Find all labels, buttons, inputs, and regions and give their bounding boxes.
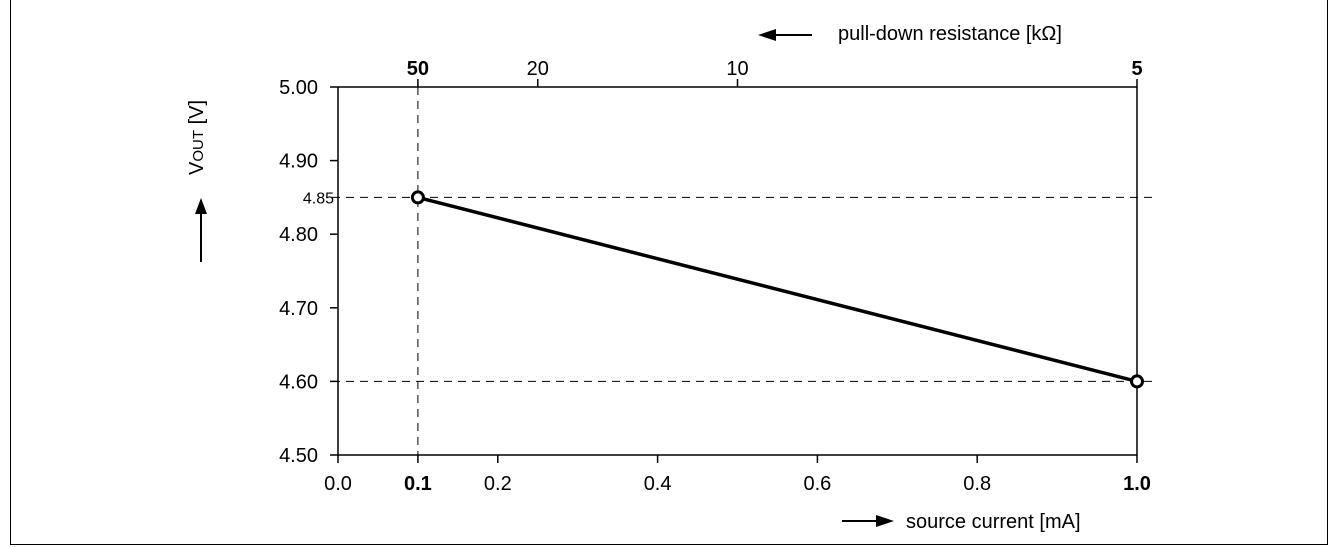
data-point	[1130, 374, 1144, 389]
y-axis-arrow	[195, 198, 207, 262]
y-axis-title: VOUT [V]	[186, 100, 208, 175]
chart-frame	[10, 0, 1328, 545]
data-point	[410, 190, 425, 205]
x-tick-label: 0.0	[324, 473, 352, 495]
top-axis-arrow	[758, 29, 812, 41]
reference-lines	[332, 87, 1155, 455]
y-tick-label: 4.50	[279, 445, 318, 467]
top-axis-ticks: 50 20 10 5	[407, 58, 1143, 87]
top-tick-label: 5	[1131, 58, 1142, 80]
x-axis-arrow	[842, 515, 894, 527]
x-tick-label: 0.2	[484, 473, 512, 495]
x-axis-title: source current [mA]	[906, 511, 1081, 533]
series-line	[417, 195, 1138, 384]
x-axis-ticks: 0.0 0.1 0.2 0.4 0.6 0.8 1.0	[324, 455, 1151, 495]
x-tick-label: 0.1	[404, 473, 432, 495]
x-tick-label: 0.6	[803, 473, 831, 495]
y-axis-ticks: 4.50 4.60 4.70 4.80 4.90 5.00 4.85	[279, 77, 338, 467]
y-tick-label: 4.60	[279, 371, 318, 393]
y-tick-label: 4.80	[279, 224, 318, 246]
x-tick-label: 0.8	[963, 473, 991, 495]
top-tick-label: 50	[407, 58, 429, 80]
top-axis-title: pull-down resistance [kΩ]	[838, 23, 1062, 45]
y-annotation-label: 4.85	[303, 190, 334, 207]
x-tick-label: 0.4	[644, 473, 672, 495]
x-tick-label: 1.0	[1123, 473, 1151, 495]
series	[410, 190, 1144, 389]
axes	[337, 86, 1138, 456]
top-tick-label: 10	[726, 58, 748, 80]
top-tick-label: 20	[527, 58, 549, 80]
y-tick-label: 5.00	[279, 77, 318, 99]
y-tick-label: 4.70	[279, 298, 318, 320]
y-tick-label: 4.90	[279, 151, 318, 173]
